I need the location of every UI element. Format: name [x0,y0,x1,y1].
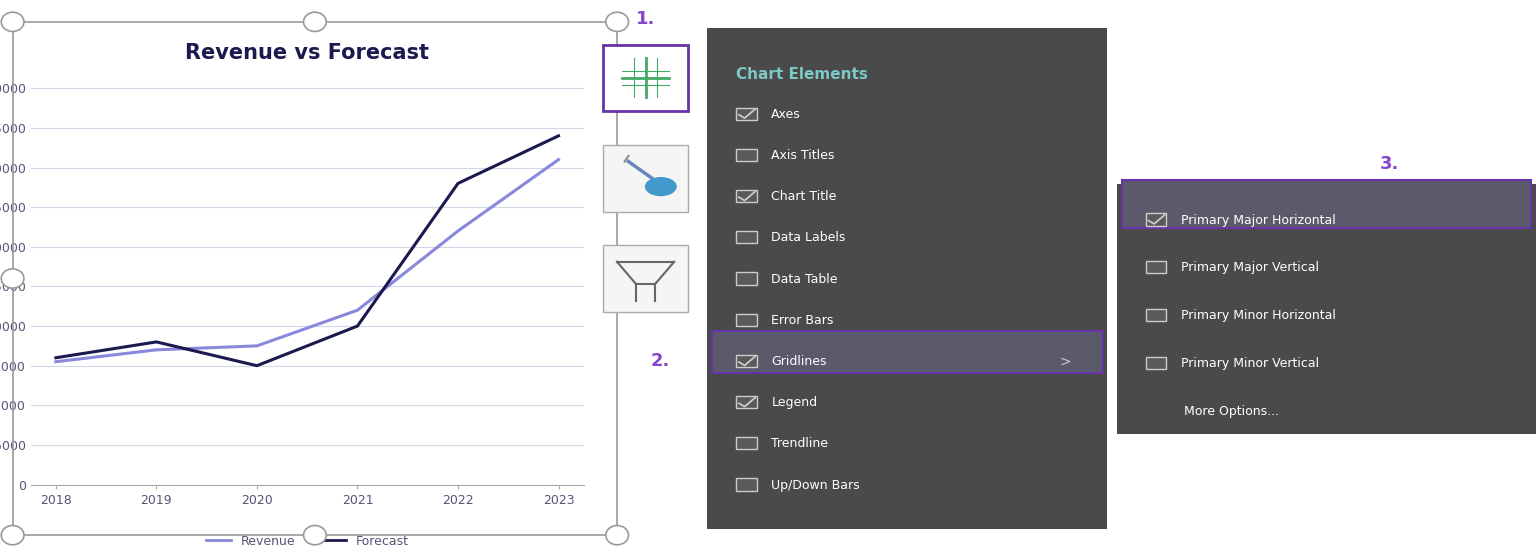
Text: 3.: 3. [1379,155,1399,173]
Circle shape [304,526,326,545]
Text: Axis Titles: Axis Titles [771,149,834,162]
FancyBboxPatch shape [736,108,757,120]
Text: Data Labels: Data Labels [771,231,846,245]
FancyBboxPatch shape [736,355,757,367]
Circle shape [605,12,628,31]
FancyBboxPatch shape [1146,261,1166,273]
Text: Primary Minor Vertical: Primary Minor Vertical [1181,357,1319,370]
FancyBboxPatch shape [1146,357,1166,369]
Text: Chart Elements: Chart Elements [736,67,868,82]
Text: Axes: Axes [771,108,802,121]
Circle shape [2,526,25,545]
Text: Primary Major Vertical: Primary Major Vertical [1181,261,1319,275]
Text: Primary Major Horizontal: Primary Major Horizontal [1181,213,1335,227]
Text: 1.: 1. [636,10,656,28]
Text: Gridlines: Gridlines [771,355,826,368]
Legend: Revenue, Forecast: Revenue, Forecast [201,530,413,553]
Text: 2.: 2. [650,353,670,370]
FancyBboxPatch shape [736,314,757,326]
Text: Chart Title: Chart Title [771,190,837,203]
FancyBboxPatch shape [708,28,1107,529]
Text: Data Table: Data Table [771,272,837,286]
Circle shape [2,12,25,31]
FancyBboxPatch shape [602,145,688,212]
FancyBboxPatch shape [602,45,688,111]
Text: Legend: Legend [771,396,817,409]
FancyBboxPatch shape [602,245,688,312]
FancyBboxPatch shape [736,149,757,161]
FancyBboxPatch shape [1117,184,1536,434]
Title: Revenue vs Forecast: Revenue vs Forecast [186,42,429,62]
FancyBboxPatch shape [1146,213,1166,226]
Circle shape [605,526,628,545]
FancyBboxPatch shape [1121,180,1531,228]
Text: >: > [1060,354,1072,369]
FancyBboxPatch shape [1146,309,1166,321]
Circle shape [605,269,628,288]
FancyBboxPatch shape [736,396,757,408]
Text: Error Bars: Error Bars [771,314,834,327]
Text: Primary Minor Horizontal: Primary Minor Horizontal [1181,309,1336,323]
Circle shape [304,12,326,31]
FancyBboxPatch shape [713,331,1103,373]
Text: Trendline: Trendline [771,437,828,451]
FancyBboxPatch shape [736,190,757,202]
Circle shape [2,269,25,288]
FancyBboxPatch shape [736,478,757,491]
FancyBboxPatch shape [736,437,757,449]
FancyBboxPatch shape [736,272,757,285]
Text: Up/Down Bars: Up/Down Bars [771,478,860,492]
Circle shape [645,178,676,196]
Text: More Options...: More Options... [1184,405,1279,418]
FancyBboxPatch shape [736,231,757,243]
